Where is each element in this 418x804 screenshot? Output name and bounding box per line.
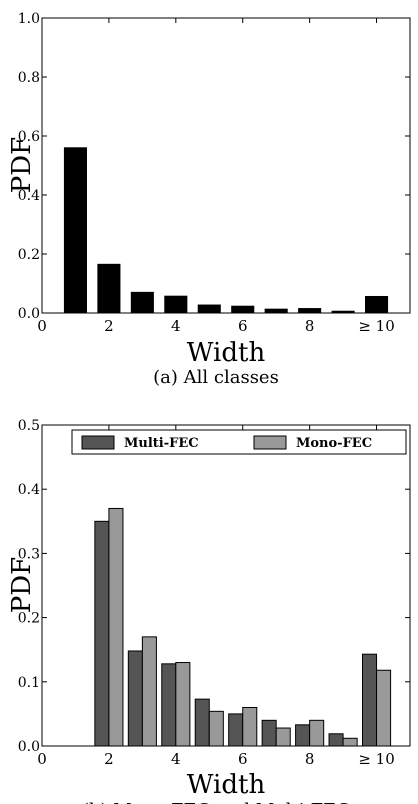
plot-frame [41, 17, 411, 314]
x-tick-label: 4 [171, 317, 181, 335]
bar [275, 727, 291, 747]
bar [261, 719, 277, 747]
y-tick-label: 0.4 [18, 188, 40, 204]
bar [309, 719, 325, 747]
bar [161, 663, 177, 747]
bar [331, 310, 355, 314]
bar [130, 291, 154, 314]
bar [175, 662, 191, 747]
bar [328, 733, 344, 747]
bar [63, 147, 87, 314]
y-tick-label: 0.4 [18, 482, 40, 498]
bar [194, 698, 210, 747]
legend-swatch [253, 435, 287, 450]
bar [94, 520, 110, 747]
bar [197, 304, 221, 314]
y-tick-label: 0.3 [18, 546, 40, 562]
legend-label: Multi-FEC [124, 436, 199, 451]
bar [295, 724, 311, 747]
bar [141, 636, 157, 747]
y-axis-label: PDF [7, 137, 37, 193]
legend-label: Mono-FEC [296, 436, 372, 451]
bar [264, 308, 288, 314]
bar [365, 295, 389, 314]
bar [361, 653, 378, 747]
y-tick-label: 0.8 [18, 70, 40, 86]
x-tick-label: 8 [305, 317, 315, 335]
bar [97, 263, 121, 314]
x-tick-label: 6 [238, 750, 248, 768]
y-tick-label: 0.0 [18, 739, 40, 755]
y-tick-label: 0.5 [18, 418, 40, 434]
bar [298, 308, 322, 314]
y-tick-label: 1.0 [18, 11, 40, 27]
bar [228, 713, 244, 747]
legend-box [71, 429, 407, 455]
bar [231, 305, 255, 314]
x-axis-label: Width [187, 338, 266, 368]
x-tick-label: 2 [104, 750, 114, 768]
bar [127, 650, 143, 747]
x-tick-label: 8 [305, 750, 315, 768]
bar [108, 507, 124, 747]
bar [164, 295, 188, 314]
legend-swatch [81, 435, 115, 450]
y-tick-label: 0.6 [18, 129, 40, 145]
bar [342, 737, 358, 747]
x-tick-label: 6 [238, 317, 248, 335]
chart-mono-multi-fec: 0.0 0.1 0.2 0.3 0.4 0.5 0 2 4 6 8 ≥ 10 Width PDF (b) M… [7, 418, 411, 804]
x-tick-label: 4 [171, 750, 181, 768]
x-axis-label: Width [187, 770, 266, 800]
x-tick-label: 0 [37, 317, 47, 335]
bar [376, 669, 392, 747]
y-tick-label: 0.0 [18, 306, 40, 322]
y-tick-label: 0.2 [18, 611, 40, 627]
x-tick-label: 0 [37, 750, 47, 768]
bar [242, 706, 258, 747]
y-axis-label: PDF [7, 557, 37, 613]
x-tick-label: 2 [104, 317, 114, 335]
y-tick-label: 0.2 [18, 247, 40, 263]
caption: (a) All classes [153, 367, 279, 388]
y-tick-label: 0.1 [18, 675, 40, 691]
x-tick-label: ≥ 10 [358, 750, 394, 768]
plot-frame [41, 424, 411, 747]
bar [208, 710, 224, 747]
x-tick-label: ≥ 10 [358, 317, 394, 335]
caption: (b) Mono-FEC and Multi-FEC [82, 800, 350, 804]
chart-all-classes: 0.0 0.2 0.4 0.6 0.8 1.0 0 2 4 6 8 ≥ 10 Width PDF (a) A… [7, 11, 411, 388]
